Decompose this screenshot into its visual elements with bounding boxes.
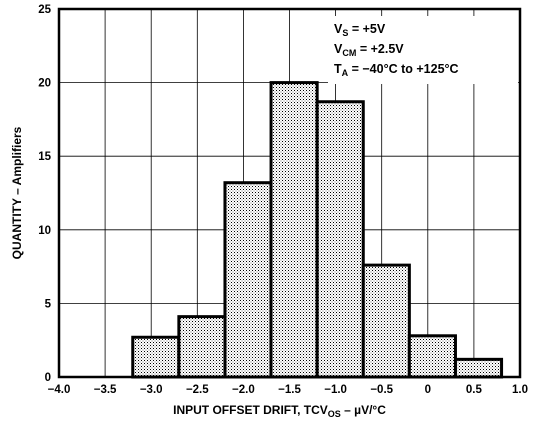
x-tick-label: −3.5 — [94, 384, 117, 396]
histogram-bar-2 — [223, 181, 273, 379]
x-tick-label: −2.5 — [186, 384, 209, 396]
histogram-bar-4 — [315, 100, 365, 379]
x-axis-label-subscript: OS — [328, 409, 341, 419]
x-tick-label: −2.0 — [232, 384, 255, 396]
plot-frame — [57, 7, 522, 379]
y-axis-ticks: 0 5 10 15 20 25 — [38, 4, 51, 384]
x-tick-label: −1.5 — [278, 384, 301, 396]
histogram-bar-7 — [453, 357, 504, 379]
x-tick-label: 1.0 — [512, 384, 528, 396]
y-tick-label: 5 — [45, 298, 52, 310]
x-tick-label: −0.5 — [370, 384, 393, 396]
histogram-bars — [131, 81, 504, 379]
y-tick-label: 0 — [45, 372, 51, 384]
x-tick-label: 0.5 — [466, 384, 483, 396]
annotation-vcm: VCM = +2.5V — [334, 42, 404, 58]
annotation-ta: TA = −40°C to +125°C — [334, 62, 459, 78]
y-tick-label: 15 — [38, 151, 51, 163]
y-tick-label: 20 — [38, 78, 51, 90]
histogram-bar-3 — [269, 81, 319, 379]
histogram-bar-6 — [407, 334, 457, 379]
x-tick-label: 0 — [425, 384, 431, 396]
x-tick-label: −1.0 — [324, 384, 347, 396]
conditions-annotation: VS = +5V VCM = +2.5V TA = −40°C to +125°… — [328, 16, 518, 84]
y-axis-label: QUANTITY – Amplifiers — [10, 126, 24, 259]
histogram-bar-0 — [131, 335, 181, 379]
annotation-vs: VS = +5V — [334, 22, 386, 38]
x-axis-label-main: INPUT OFFSET DRIFT, TCV — [173, 403, 328, 417]
annotation-background — [328, 16, 518, 84]
x-axis-ticks: −4.0 −3.5 −3.0 −2.5 −2.0 −1.5 −1.0 −0.5 0 0.5 1.0 — [48, 384, 528, 396]
x-axis-label-tail: – µV/°C — [341, 403, 386, 417]
y-tick-label: 25 — [38, 4, 51, 16]
x-axis-label: INPUT OFFSET DRIFT, TCVOS – µV/°C — [173, 403, 386, 419]
y-tick-label: 10 — [38, 225, 51, 237]
x-tick-label: −3.0 — [140, 384, 163, 396]
x-tick-label: −4.0 — [48, 384, 71, 396]
histogram-bar-1 — [177, 315, 227, 379]
histogram-bar-5 — [361, 263, 411, 379]
